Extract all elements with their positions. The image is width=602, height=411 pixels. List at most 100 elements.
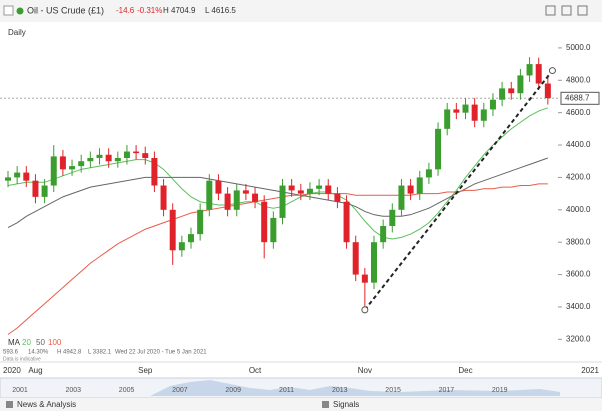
signals-tab[interactable]: Signals (333, 400, 359, 409)
candle-body (316, 185, 323, 189)
moving-average (7, 107, 549, 240)
candle-body (114, 158, 121, 162)
navigator-year: 2007 (172, 387, 188, 394)
candle-body (151, 158, 158, 186)
candle-body (297, 190, 304, 194)
data-note: Data is indicative (3, 356, 41, 362)
candle-body (270, 217, 277, 243)
candle-body (389, 209, 396, 226)
candle-body (462, 104, 469, 113)
candle-body (5, 177, 11, 181)
candle-body (352, 242, 359, 275)
last-price-label: 4688.7 (565, 93, 590, 102)
candle-body (526, 64, 533, 76)
navigator-year: 2019 (492, 387, 508, 394)
candle-body (288, 185, 295, 191)
candle-body (416, 177, 423, 194)
candle-body (233, 190, 240, 210)
candle-body (87, 158, 94, 162)
moving-average (7, 183, 548, 335)
trendline-handle (548, 67, 556, 75)
session-high: H 4704.9 (163, 6, 196, 15)
candle-body (188, 234, 194, 243)
close-icon[interactable] (577, 5, 588, 16)
y-tick-label: 4000.0 (566, 205, 591, 214)
last-price-box (560, 91, 600, 105)
session-low: L 4616.5 (205, 6, 236, 15)
candle-body (435, 128, 442, 170)
candle-body (69, 166, 76, 170)
legend-entry: 100 (48, 338, 62, 347)
candle-body (444, 109, 451, 129)
candle-body (471, 104, 478, 121)
y-tick-label: 4200.0 (566, 173, 591, 182)
settings-icon[interactable] (545, 5, 556, 16)
change-pct: -0.31% (137, 6, 162, 15)
candle-body (215, 180, 222, 194)
navigator-year: 2003 (66, 387, 82, 394)
y-tick-label: 5000.0 (566, 43, 591, 52)
candle-body (59, 156, 66, 170)
top-bar (0, 0, 602, 22)
candle-body (14, 172, 21, 178)
navigator-year: 2009 (225, 387, 241, 394)
candle-body (535, 64, 542, 84)
navigator-year: 2011 (279, 387, 294, 394)
candle-body (242, 190, 249, 194)
y-tick-label: 3200.0 (566, 334, 591, 343)
navigator-year: 2015 (385, 387, 401, 394)
y-tick-label: 3400.0 (566, 302, 591, 311)
news-tab[interactable]: News & Analysis (17, 400, 76, 409)
candle-body (544, 83, 551, 99)
x-tick-label: Oct (249, 366, 262, 375)
candle-body (517, 75, 524, 94)
legend-entry: 50 (36, 338, 45, 347)
candle-body (425, 169, 432, 178)
x-tick-label: Dec (458, 366, 472, 375)
candle-body (206, 180, 213, 210)
navigator-year: 2005 (119, 387, 135, 394)
status-dot (16, 7, 24, 15)
y-tick-label: 4400.0 (566, 140, 591, 149)
stats-high: H 4942.8 (57, 350, 82, 356)
navigator-year: 2017 (439, 387, 455, 394)
x-edge-label: 2021 (581, 366, 599, 375)
candle-body (371, 242, 377, 283)
x-tick-label: Sep (138, 366, 153, 375)
stats-range: 593.6 (3, 350, 19, 356)
candle-body (306, 188, 313, 194)
news-icon (6, 401, 13, 408)
candle-body (480, 109, 487, 121)
stats-low: L 3382.1 (88, 350, 112, 356)
candle-body (508, 88, 515, 94)
navigator-area (150, 380, 560, 396)
candle-body (224, 193, 231, 210)
candle-body (178, 242, 185, 251)
candle-body (50, 156, 57, 186)
expand-icon[interactable] (561, 5, 572, 16)
candle-body (252, 193, 259, 202)
candle-body (361, 274, 368, 283)
x-tick-label: Nov (358, 366, 372, 375)
candle-body (32, 180, 39, 197)
candle-body (23, 172, 30, 181)
navigator-year: 2001 (12, 387, 28, 394)
candle-body (41, 185, 48, 197)
candle-body (380, 226, 387, 243)
candle-body (261, 201, 268, 243)
candle-body (407, 185, 414, 194)
candle-body (123, 151, 130, 158)
candle-body (499, 88, 506, 100)
y-tick-label: 3600.0 (566, 270, 591, 279)
legend-ma: MA (8, 338, 21, 347)
stats-period: Wed 22 Jul 2020 - Tue 5 Jan 2021 (115, 350, 207, 356)
candle-body (334, 193, 341, 202)
instrument-title: Oil - US Crude (£1) (27, 5, 104, 15)
checkbox[interactable] (3, 5, 14, 16)
footer-bar (0, 398, 602, 411)
candle-body (453, 109, 460, 113)
legend-entry: 20 (22, 338, 31, 347)
candle-body (96, 154, 103, 158)
candle-body (142, 153, 149, 158)
